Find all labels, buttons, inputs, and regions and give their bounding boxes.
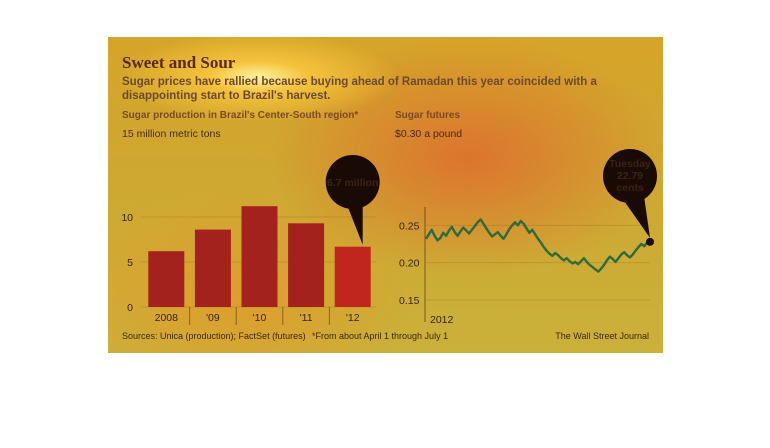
bar-x-tick-label: '11 bbox=[300, 312, 313, 324]
right-panel-heading: Sugar futures bbox=[395, 110, 461, 121]
bar-1 bbox=[194, 229, 231, 307]
left-panel-heading: Sugar production in Brazil's Center-Sout… bbox=[122, 110, 359, 121]
bar-4 bbox=[334, 246, 371, 307]
left-panel-unit: 15 million metric tons bbox=[122, 128, 221, 140]
publisher-credit: The Wall Street Journal bbox=[555, 331, 649, 341]
bar-2 bbox=[241, 206, 278, 307]
bar-x-tick-label: '12 bbox=[346, 312, 360, 324]
line-callout-day: Tuesday bbox=[609, 158, 651, 170]
line-x-tick-label: 2012 bbox=[430, 314, 454, 326]
bar-callout-pointer bbox=[346, 200, 363, 245]
line-y-tick-label: 0.20 bbox=[399, 258, 420, 270]
line-y-tick-label: 0.15 bbox=[399, 295, 420, 307]
bar-callout-label: 6.7 million bbox=[327, 177, 378, 189]
right-panel-unit: $0.30 a pound bbox=[395, 128, 463, 140]
line-callout-pointer bbox=[622, 196, 650, 238]
bar-y-tick-label: 5 bbox=[127, 257, 133, 269]
bar-y-tick-label: 10 bbox=[121, 212, 133, 224]
sources-note: Sources: Unica (production); FactSet (fu… bbox=[122, 331, 306, 341]
bar-x-tick-label: '10 bbox=[253, 312, 267, 324]
futures-last-point bbox=[646, 237, 654, 246]
chart-svg: 0 5 10 2008 '09 '10 '11 '12 6.7 million 0.15 0.20 0… bbox=[121, 149, 657, 326]
futures-series-line bbox=[424, 218, 651, 273]
line-callout-value: 22.79 bbox=[617, 170, 643, 182]
chart-title: Sweet and Sour bbox=[122, 53, 236, 72]
footnote: *From about April 1 through July 1 bbox=[312, 331, 449, 341]
line-y-tick-label: 0.25 bbox=[399, 220, 420, 232]
bar-0 bbox=[148, 251, 185, 307]
chart-subtitle: Sugar prices have rallied because buying… bbox=[122, 76, 597, 102]
bar-y-tick-label: 0 bbox=[127, 302, 133, 314]
bar-x-tick-label: '09 bbox=[206, 312, 220, 324]
line-callout-unit: cents bbox=[616, 182, 644, 194]
chart-figure: Sweet and Sour Sugar prices have rallied… bbox=[108, 37, 663, 353]
line-callout-bubble bbox=[603, 149, 657, 203]
bar-x-tick-label: 2008 bbox=[155, 312, 179, 324]
bar-callout-bubble bbox=[325, 155, 380, 209]
bar-3 bbox=[288, 223, 325, 307]
